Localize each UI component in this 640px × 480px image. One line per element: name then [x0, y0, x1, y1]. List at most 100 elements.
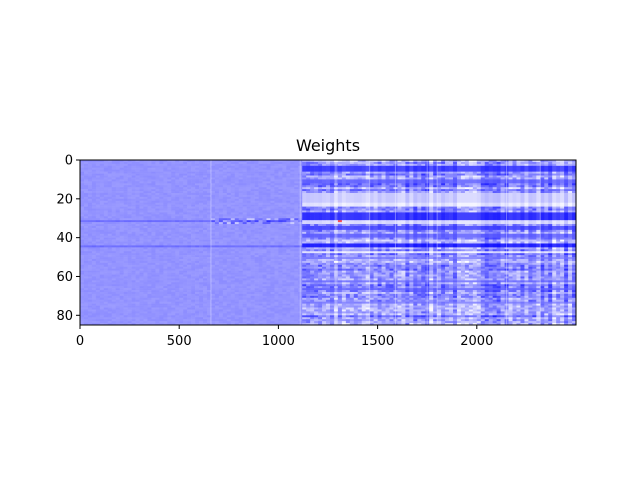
heatmap-cell — [294, 233, 299, 236]
heatmap-cell — [234, 235, 240, 238]
heatmap-cell — [139, 222, 144, 225]
heatmap-cell — [500, 196, 505, 200]
heatmap-cell — [111, 173, 117, 176]
heatmap-cell — [556, 189, 561, 192]
heatmap-cell — [337, 187, 343, 190]
heatmap-cell — [508, 235, 513, 238]
heatmap-cell — [548, 171, 553, 174]
heatmap-cell — [516, 231, 521, 235]
heatmap-cell — [572, 161, 577, 165]
heatmap-cell — [179, 160, 184, 163]
heatmap-cell — [131, 193, 136, 196]
heatmap-cell — [476, 181, 482, 184]
heatmap-cell — [421, 206, 426, 209]
heatmap-cell — [278, 233, 283, 236]
heatmap-cell — [456, 167, 462, 170]
heatmap-cell — [171, 189, 176, 192]
heatmap-cell — [230, 212, 236, 215]
heatmap-cell — [242, 224, 247, 227]
heatmap-cell — [234, 175, 240, 178]
heatmap-cell — [468, 226, 474, 229]
heatmap-cell — [389, 224, 394, 227]
heatmap-cell — [560, 175, 565, 178]
heatmap-cell — [385, 229, 390, 233]
heatmap-cell — [492, 212, 497, 215]
heatmap-cell — [556, 179, 561, 182]
heatmap-cell — [433, 183, 438, 186]
heatmap-cell — [119, 231, 124, 235]
heatmap-cell — [115, 185, 120, 188]
heatmap-cell — [278, 165, 283, 169]
heatmap-cell — [131, 212, 136, 215]
heatmap-cell — [107, 235, 113, 238]
heatmap-cell — [464, 231, 470, 235]
heatmap-cell — [393, 171, 398, 174]
heatmap-cell — [456, 216, 462, 219]
heatmap-cell — [87, 229, 93, 233]
heatmap-cell — [528, 181, 533, 184]
heatmap-cell — [310, 189, 315, 192]
heatmap-cell — [341, 183, 347, 186]
heatmap-cell — [95, 235, 101, 238]
heatmap-cell — [572, 210, 577, 213]
heatmap-cell — [258, 160, 263, 163]
heatmap-cell — [302, 220, 307, 223]
heatmap-cell — [159, 181, 164, 184]
heatmap-cell — [139, 161, 144, 165]
heatmap-cell — [282, 202, 287, 205]
heatmap-cell — [135, 163, 140, 167]
heatmap-cell — [472, 187, 478, 190]
heatmap-cell — [536, 183, 541, 186]
heatmap-cell — [488, 233, 493, 236]
heatmap-cell — [488, 177, 493, 180]
heatmap-cell — [119, 161, 124, 165]
heatmap-cell — [556, 194, 561, 198]
heatmap-cell — [254, 231, 259, 235]
heatmap-cell — [349, 216, 355, 219]
heatmap-cell — [95, 210, 101, 213]
heatmap-cell — [441, 227, 446, 231]
heatmap-cell — [373, 218, 378, 221]
heatmap-cell — [87, 165, 93, 169]
heatmap-cell — [460, 222, 466, 225]
heatmap-cell — [552, 173, 557, 176]
heatmap-cell — [258, 175, 263, 178]
heatmap-cell — [115, 231, 120, 235]
heatmap-cell — [191, 222, 196, 225]
heatmap-cell — [175, 204, 180, 207]
heatmap-cell — [139, 187, 144, 190]
heatmap-cell — [80, 204, 85, 207]
heatmap-cell — [111, 160, 117, 163]
heatmap-cell — [278, 220, 283, 223]
heatmap-cell — [111, 200, 117, 203]
heatmap-cell — [397, 173, 402, 176]
heatmap-cell — [179, 191, 184, 194]
heatmap-cell — [353, 185, 359, 188]
heatmap-cell — [397, 171, 402, 174]
heatmap-cell — [496, 220, 501, 223]
heatmap-cell — [115, 220, 120, 223]
heatmap-cell — [222, 206, 228, 209]
heatmap-cell — [199, 185, 204, 188]
heatmap-cell — [262, 220, 267, 223]
heatmap-cell — [187, 233, 192, 236]
heatmap-cell — [345, 229, 351, 233]
heatmap-cell — [373, 160, 378, 163]
heatmap-cell — [187, 227, 192, 231]
heatmap-cell — [556, 191, 561, 194]
heatmap-cell — [278, 161, 283, 165]
heatmap-cell — [512, 214, 517, 217]
heatmap-cell — [361, 160, 366, 163]
heatmap-cell — [449, 171, 454, 174]
heatmap-cell — [230, 191, 236, 194]
heatmap-cell — [91, 193, 97, 196]
heatmap-cell — [357, 229, 363, 233]
heatmap-cell — [452, 202, 458, 205]
heatmap-cell — [508, 208, 513, 211]
heatmap-cell — [480, 233, 486, 236]
heatmap-cell — [294, 224, 299, 227]
heatmap-cell — [262, 208, 267, 211]
heatmap-cell — [218, 175, 224, 178]
heatmap-cell — [532, 218, 537, 221]
heatmap-cell — [357, 191, 363, 194]
